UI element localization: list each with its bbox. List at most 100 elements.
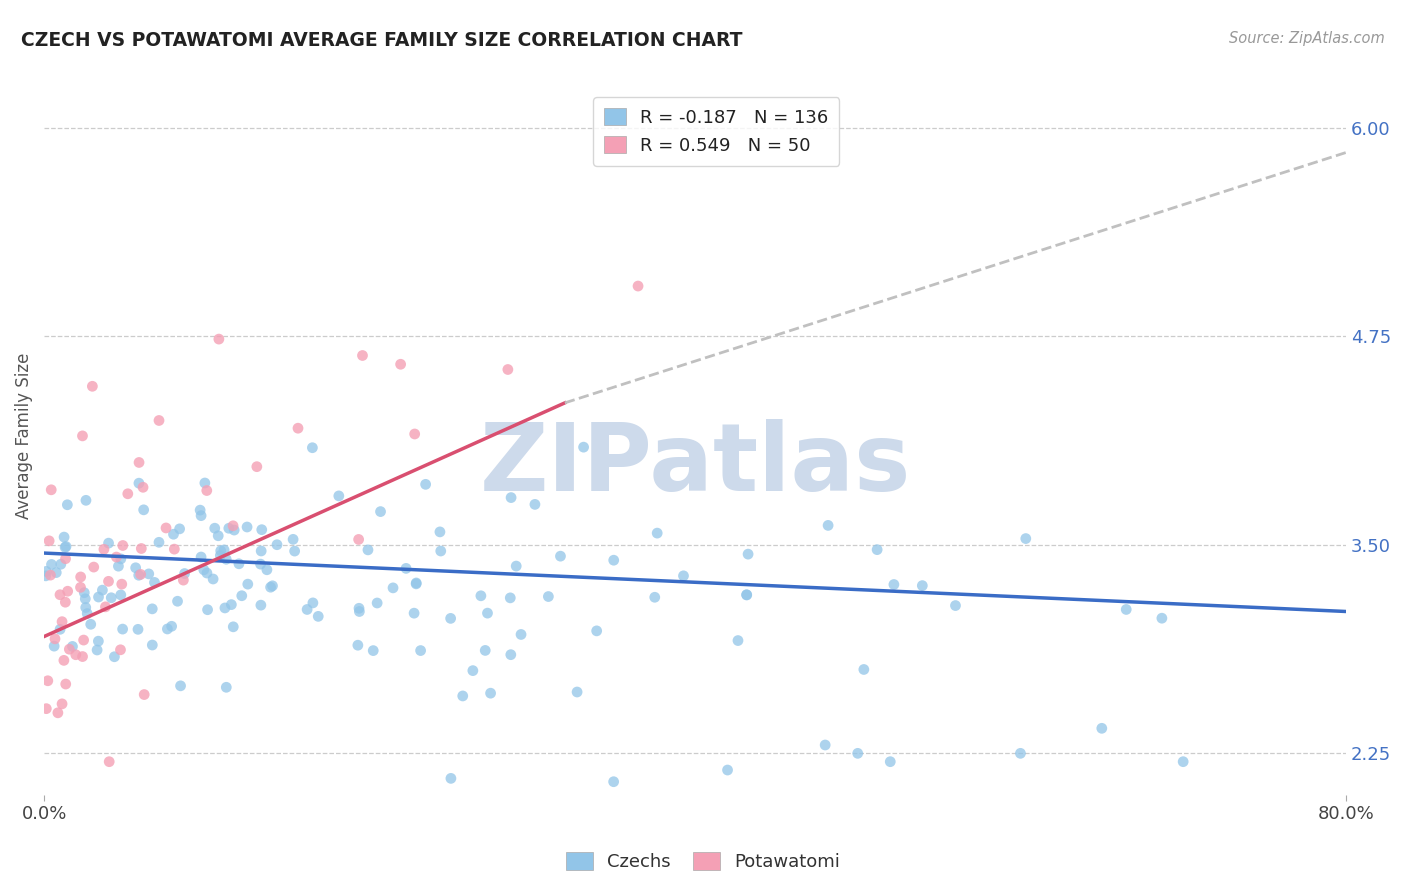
- Point: [53, 530, 76, 544]
- Point: [62, 640, 84, 654]
- Point: [405, 577, 427, 591]
- Point: [389, 357, 412, 371]
- Point: [194, 475, 217, 490]
- Point: [603, 553, 626, 567]
- Point: [207, 529, 229, 543]
- Point: [352, 349, 374, 363]
- Point: [249, 557, 271, 571]
- Point: [134, 688, 156, 702]
- Point: [141, 638, 163, 652]
- Point: [141, 602, 163, 616]
- Point: [585, 624, 607, 638]
- Point: [505, 559, 527, 574]
- Point: [361, 643, 384, 657]
- Point: [163, 542, 186, 557]
- Point: [222, 518, 245, 533]
- Point: [405, 576, 427, 591]
- Point: [160, 619, 183, 633]
- Y-axis label: Average Family Size: Average Family Size: [15, 353, 32, 519]
- Point: [735, 588, 758, 602]
- Point: [98, 755, 121, 769]
- Point: [302, 596, 325, 610]
- Point: [173, 566, 195, 581]
- Point: [727, 633, 749, 648]
- Point: [39, 568, 62, 582]
- Point: [110, 642, 132, 657]
- Point: [195, 566, 218, 580]
- Point: [215, 681, 238, 695]
- Point: [256, 563, 278, 577]
- Point: [148, 535, 170, 549]
- Point: [69, 570, 91, 584]
- Point: [129, 567, 152, 582]
- Point: [195, 483, 218, 498]
- Point: [852, 663, 875, 677]
- Point: [55, 677, 77, 691]
- Point: [87, 634, 110, 648]
- Point: [214, 601, 236, 615]
- Point: [510, 627, 533, 641]
- Point: [72, 429, 94, 443]
- Point: [347, 533, 370, 547]
- Point: [523, 497, 546, 511]
- Point: [250, 544, 273, 558]
- Point: [209, 543, 232, 558]
- Text: Source: ZipAtlas.com: Source: ZipAtlas.com: [1229, 31, 1385, 46]
- Point: [56, 498, 79, 512]
- Point: [602, 774, 624, 789]
- Point: [44, 632, 66, 646]
- Point: [814, 738, 837, 752]
- Point: [1173, 755, 1195, 769]
- Point: [72, 633, 94, 648]
- Point: [83, 560, 105, 574]
- Point: [190, 549, 212, 564]
- Point: [817, 518, 839, 533]
- Point: [644, 591, 666, 605]
- Point: [156, 622, 179, 636]
- Point: [197, 603, 219, 617]
- Legend: R = -0.187   N = 136, R = 0.549   N = 50: R = -0.187 N = 136, R = 0.549 N = 50: [593, 97, 839, 166]
- Point: [65, 648, 87, 662]
- Point: [347, 601, 370, 615]
- Point: [44, 639, 66, 653]
- Point: [451, 689, 474, 703]
- Point: [259, 580, 281, 594]
- Point: [295, 602, 318, 616]
- Point: [1010, 747, 1032, 761]
- Point: [37, 673, 59, 688]
- Point: [202, 572, 225, 586]
- Point: [91, 583, 114, 598]
- Point: [97, 574, 120, 589]
- Point: [155, 521, 177, 535]
- Point: [415, 477, 437, 491]
- Point: [162, 527, 184, 541]
- Point: [107, 559, 129, 574]
- Point: [470, 589, 492, 603]
- Point: [35, 701, 58, 715]
- Point: [716, 763, 738, 777]
- Point: [501, 491, 523, 505]
- Point: [284, 544, 307, 558]
- Point: [190, 508, 212, 523]
- Legend: Czechs, Potawatomi: Czechs, Potawatomi: [558, 846, 848, 879]
- Point: [440, 611, 463, 625]
- Point: [429, 544, 451, 558]
- Point: [100, 591, 122, 605]
- Point: [250, 523, 273, 537]
- Point: [537, 590, 560, 604]
- Point: [138, 566, 160, 581]
- Point: [550, 549, 572, 564]
- Point: [188, 503, 211, 517]
- Point: [208, 332, 231, 346]
- Point: [75, 591, 97, 606]
- Point: [55, 551, 77, 566]
- Point: [80, 617, 103, 632]
- Point: [93, 542, 115, 557]
- Point: [172, 573, 194, 587]
- Point: [395, 561, 418, 575]
- Point: [366, 596, 388, 610]
- Point: [128, 476, 150, 491]
- Point: [349, 605, 371, 619]
- Point: [97, 536, 120, 550]
- Point: [879, 755, 901, 769]
